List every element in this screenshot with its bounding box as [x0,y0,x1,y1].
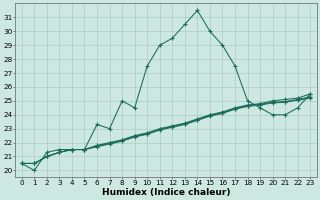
X-axis label: Humidex (Indice chaleur): Humidex (Indice chaleur) [102,188,230,197]
